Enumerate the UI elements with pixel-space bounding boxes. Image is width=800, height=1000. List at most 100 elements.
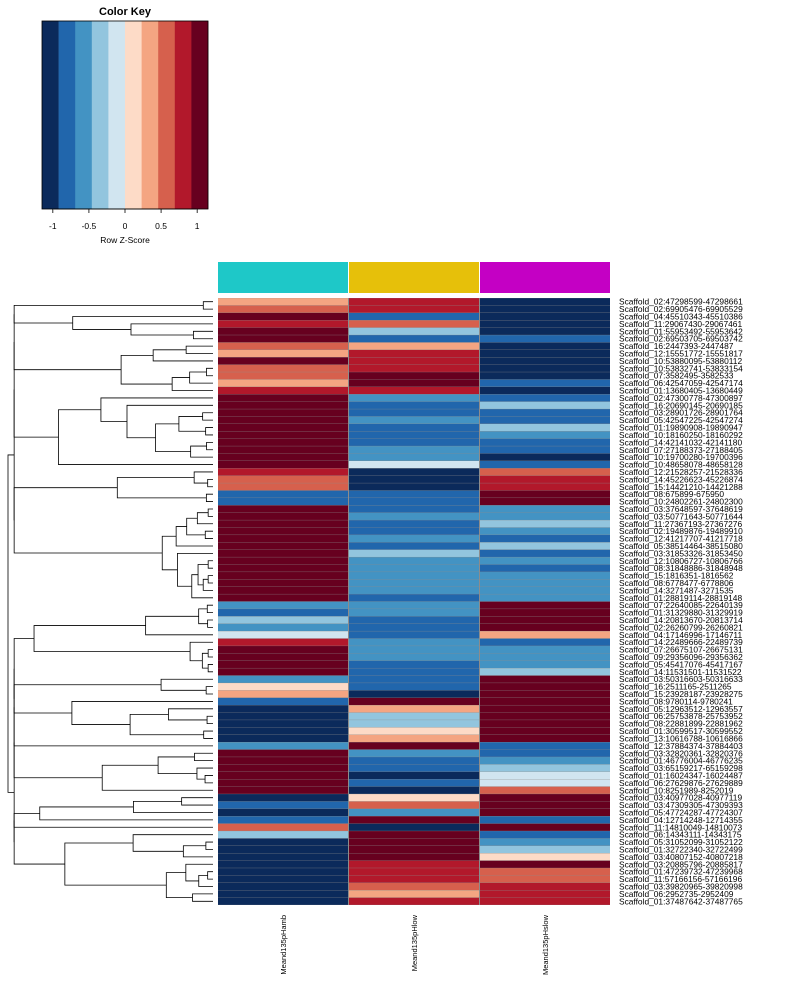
row-label: Scaffold_03:50771643-50771644 xyxy=(619,511,743,521)
row-label: Scaffold_04:17146996-17146711 xyxy=(619,630,742,640)
row-label: Scaffold_05:47724287-47724307 xyxy=(619,807,743,817)
heatmap-cell xyxy=(480,438,610,446)
color-key-swatch xyxy=(58,21,76,209)
dendrogram-branch xyxy=(207,508,213,517)
dendrogram-branch xyxy=(198,874,213,887)
dendrogram-branch xyxy=(198,608,208,625)
heatmap-cell xyxy=(349,734,479,742)
heatmap-cell xyxy=(349,372,479,380)
heatmap-cell xyxy=(480,461,610,469)
dendrogram-branch xyxy=(181,797,213,806)
heatmap-cell xyxy=(349,838,479,846)
dendrogram-branch xyxy=(206,441,213,451)
dendrogram-branch xyxy=(101,764,213,791)
row-label: Scaffold_06:2952735-2952409 xyxy=(619,889,734,899)
heatmap-cell xyxy=(218,616,348,624)
heatmap-cell xyxy=(480,505,610,513)
heatmap-cell xyxy=(480,720,610,728)
heatmap-cell xyxy=(480,734,610,742)
heatmap-cell xyxy=(349,409,479,417)
heatmap-cell xyxy=(480,712,610,720)
column-labels: Meand135pHamb Meand135pHlow Meand135pHslow xyxy=(279,914,550,975)
heatmap-cell xyxy=(349,335,479,343)
row-label: Scaffold_14:20813670-20813714 xyxy=(619,615,743,625)
dendrogram-branch xyxy=(132,834,213,852)
heatmap-cells xyxy=(218,298,610,905)
row-label: Scaffold_08:31848886-31848948 xyxy=(619,563,743,573)
heatmap-cell xyxy=(480,564,610,572)
dendrogram-branch xyxy=(204,775,213,784)
heatmap-cell xyxy=(349,808,479,817)
heatmap-cell xyxy=(218,690,348,698)
heatmap-cell xyxy=(480,831,610,839)
heatmap-cell xyxy=(218,512,348,520)
heatmap-cell xyxy=(480,623,610,631)
heatmap-cell xyxy=(349,416,479,424)
heatmap-cell xyxy=(218,416,348,424)
dendrogram-branch xyxy=(39,806,213,821)
heatmap-cell xyxy=(480,742,610,750)
heatmap-cell xyxy=(218,801,348,809)
heatmap-cell xyxy=(218,386,348,395)
heatmap-cell xyxy=(349,786,479,794)
row-label: Scaffold_03:20885796-20885817 xyxy=(619,859,743,869)
heatmap-cell xyxy=(218,609,348,617)
heatmap-cell xyxy=(349,320,479,328)
color-key-title: Color Key xyxy=(99,6,152,18)
row-label: Scaffold_14:22489666-22489739 xyxy=(619,637,743,647)
heatmap-cell xyxy=(349,520,479,528)
heatmap-cell xyxy=(480,808,610,817)
dendrogram-branch xyxy=(130,323,213,336)
row-label: Scaffold_08:675899-675950 xyxy=(619,489,724,499)
dendrogram-branch xyxy=(207,649,213,658)
heatmap-cell xyxy=(480,646,610,654)
dendrogram-branch xyxy=(100,397,213,422)
dendrogram-branch xyxy=(182,845,213,858)
dendrogram-branch xyxy=(185,345,213,354)
heatmap-cell xyxy=(218,594,348,602)
heatmap-cell xyxy=(480,379,610,387)
heatmap-cell xyxy=(349,801,479,809)
heatmap-cell xyxy=(349,609,479,617)
row-label: Scaffold_11:57166156-57166196 xyxy=(619,874,742,884)
dendrogram-branch xyxy=(196,767,213,780)
color-key-swatch xyxy=(75,21,93,209)
row-label: Scaffold_12:21528257-21528336 xyxy=(619,467,743,477)
row-label: Scaffold_06:25753878-25753952 xyxy=(619,711,743,721)
heatmap-cell xyxy=(218,683,348,691)
color-key-swatch xyxy=(91,21,109,209)
row-label: Scaffold_02:47298599-47298661 xyxy=(619,297,743,307)
heatmap-cell xyxy=(349,564,479,572)
heatmap-cell xyxy=(480,757,610,765)
dendrogram-branch xyxy=(71,701,213,725)
dendrogram-branch xyxy=(177,552,213,587)
heatmap-cell xyxy=(349,431,479,439)
column-label: Meand135pHslow xyxy=(541,914,550,975)
heatmap-cell xyxy=(349,468,479,476)
heatmap-cell xyxy=(480,697,610,705)
heatmap-cell xyxy=(218,831,348,839)
heatmap-cell xyxy=(218,705,348,713)
heatmap-cell xyxy=(349,749,479,757)
dendrogram-branch xyxy=(13,684,162,714)
dendrogram-branch xyxy=(152,349,213,362)
heatmap-cell xyxy=(480,475,610,483)
row-label: Scaffold_07:26675107-26675131 xyxy=(619,645,743,655)
heatmap-cell xyxy=(480,305,610,313)
heatmap-cell xyxy=(480,572,610,580)
column-side-color xyxy=(480,262,610,293)
heatmap-cell xyxy=(218,668,348,676)
heatmap-cell xyxy=(349,868,479,876)
heatmap-cell xyxy=(218,638,348,646)
heatmap-cell xyxy=(218,646,348,654)
row-label: Scaffold_01:32722340-32722499 xyxy=(619,844,743,854)
heatmap-cell xyxy=(349,527,479,535)
row-label: Scaffold_07:27188373-27188405 xyxy=(619,445,743,455)
row-label: Scaffold_12:10806727-10806766 xyxy=(619,556,743,566)
row-label: Scaffold_05:42547225-42547274 xyxy=(619,415,743,425)
heatmap-cell xyxy=(480,705,610,713)
heatmap-cell xyxy=(218,734,348,742)
heatmap-cell xyxy=(218,379,348,387)
dendrogram-branch xyxy=(206,367,213,377)
row-label: Scaffold_01:46776004-46776235 xyxy=(619,756,743,766)
